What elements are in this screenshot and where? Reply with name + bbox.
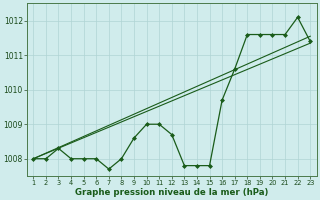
X-axis label: Graphe pression niveau de la mer (hPa): Graphe pression niveau de la mer (hPa)	[75, 188, 268, 197]
